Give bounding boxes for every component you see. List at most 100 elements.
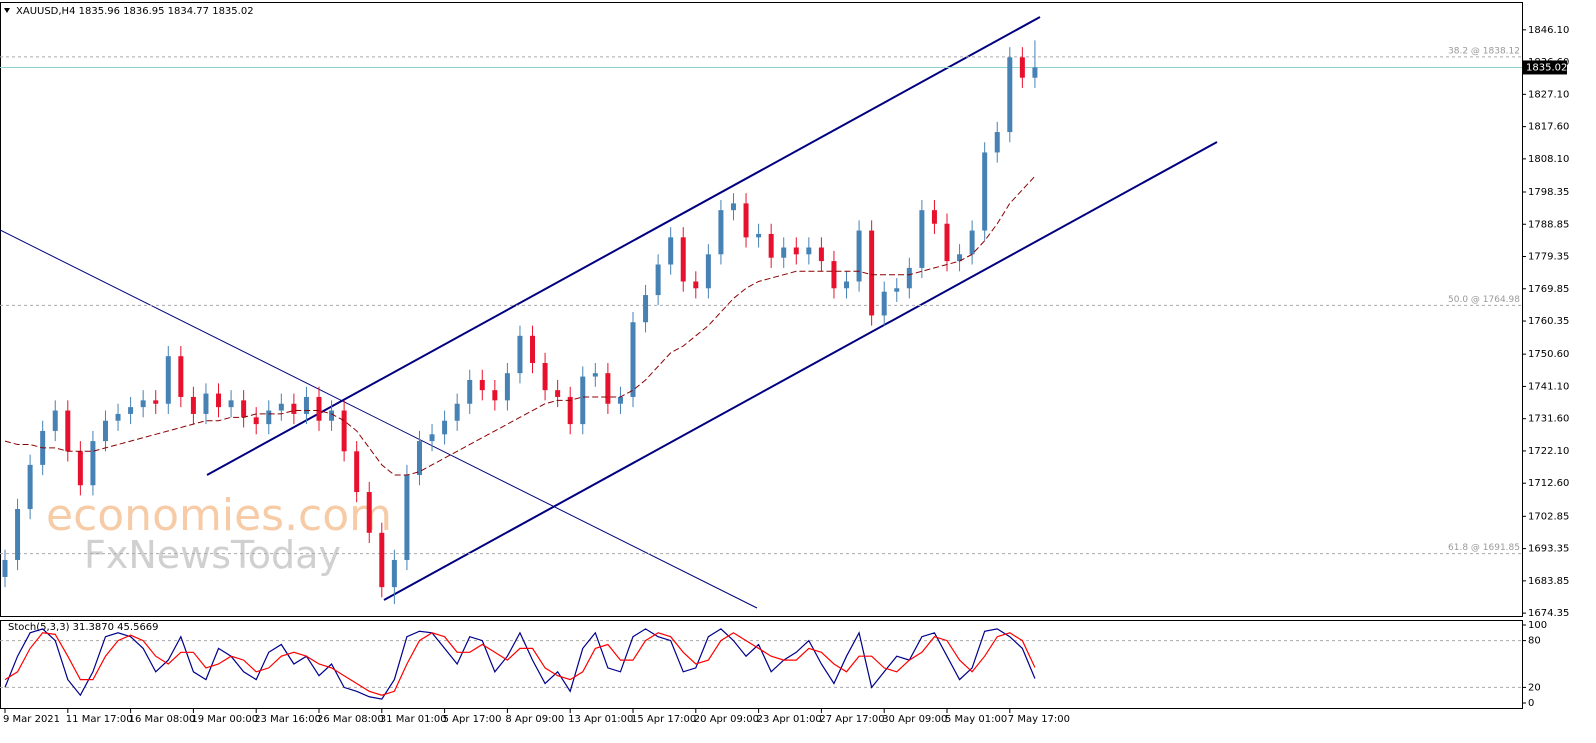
candle-body [605, 373, 611, 404]
stoch-tick-label: 20 [1528, 682, 1541, 693]
candle-body [391, 559, 397, 588]
candle-body [919, 210, 925, 268]
moving-average [4, 175, 1036, 476]
candle-body [128, 407, 134, 414]
candle-body [806, 247, 812, 255]
candle-body [303, 396, 309, 414]
candle-body [881, 291, 887, 316]
candle-body [115, 413, 121, 421]
y-tick-label: 1827.10 [1528, 89, 1569, 100]
y-tick-label: 1683.85 [1528, 576, 1569, 587]
y-tick-label: 1788.85 [1528, 219, 1569, 230]
candle-body [492, 390, 498, 401]
watermark: economies.com [46, 490, 392, 541]
main-panel [0, 2, 1523, 617]
candle-body [668, 237, 674, 265]
candle-body [454, 403, 460, 421]
candle-body [429, 434, 435, 442]
candle-body [768, 233, 774, 258]
x-tick-label: 5 May 01:00 [945, 714, 1007, 725]
watermark: FxNewsToday [84, 533, 341, 577]
y-tick-label: 1769.85 [1528, 284, 1569, 295]
channel-upper [206, 16, 1041, 476]
candle-body [228, 400, 234, 408]
candle-body [931, 210, 937, 224]
candle-body [793, 247, 799, 255]
price-label: 1835.02 [1526, 62, 1567, 73]
candle-body [693, 281, 699, 289]
x-tick-label: 15 Apr 17:00 [631, 714, 696, 725]
trend-line [0, 229, 758, 609]
candle-body [2, 559, 8, 577]
y-tick-label: 1779.35 [1528, 252, 1569, 263]
candle-body [165, 356, 171, 404]
candle-body [404, 475, 410, 560]
x-tick-label: 9 Mar 2021 [3, 714, 60, 725]
x-tick-label: 26 Mar 08:00 [317, 714, 384, 725]
candle-body [216, 393, 222, 408]
x-tick-label: 31 Mar 01:00 [380, 714, 447, 725]
stoch-tick-label: 80 [1528, 636, 1541, 647]
candle-body [203, 393, 209, 414]
x-tick-label: 8 Apr 09:00 [505, 714, 564, 725]
candle-body [479, 379, 485, 391]
candle-body [52, 410, 58, 431]
x-tick-label: 20 Apr 09:00 [694, 714, 759, 725]
candle-body [743, 203, 749, 238]
fib-label: 50.0 @ 1764.98 [1448, 295, 1520, 305]
candle-body [718, 210, 724, 255]
y-tick-label: 1817.60 [1528, 122, 1569, 133]
x-tick-label: 23 Mar 16:00 [254, 714, 321, 725]
y-tick-label: 1741.10 [1528, 381, 1569, 392]
candle-body [153, 400, 159, 404]
candle-body [957, 254, 963, 262]
x-tick-label: 11 Mar 17:00 [66, 714, 133, 725]
x-tick-label: 13 Apr 01:00 [568, 714, 633, 725]
candle-body [617, 396, 623, 404]
x-tick-label: 19 Mar 00:00 [191, 714, 258, 725]
candle-body [65, 410, 71, 452]
stoch-tick-label: 0 [1528, 698, 1534, 709]
candle-body [680, 237, 686, 282]
candle-body [844, 281, 850, 289]
stoch-tick-label: 100 [1528, 620, 1547, 631]
candle-body [705, 254, 711, 289]
y-tick-label: 1846.10 [1528, 25, 1569, 36]
y-tick-label: 1798.35 [1528, 187, 1569, 198]
candle-body [906, 267, 912, 289]
candle-body [730, 203, 736, 211]
y-tick-label: 1693.35 [1528, 544, 1569, 555]
candle-body [944, 223, 950, 262]
y-tick-label: 1760.35 [1528, 316, 1569, 327]
candle-body [278, 403, 284, 411]
x-tick-label: 16 Mar 08:00 [129, 714, 196, 725]
candle-body [643, 295, 649, 323]
candle-body [630, 322, 636, 397]
stoch-panel [0, 620, 1523, 709]
fib-label: 38.2 @ 1838.12 [1448, 46, 1520, 56]
candle-body [969, 230, 975, 255]
x-tick-label: 7 May 17:00 [1008, 714, 1070, 725]
candle-body [366, 492, 372, 533]
candle-body [517, 335, 523, 374]
candle-body [555, 390, 561, 397]
candle-body [253, 417, 259, 425]
candle-body [329, 410, 335, 421]
candle-body [831, 261, 837, 289]
candle-body [316, 396, 322, 421]
candle-body [354, 451, 360, 493]
candle-body [592, 373, 598, 377]
x-tick-label: 5 Apr 17:00 [443, 714, 502, 725]
candle-body [90, 441, 96, 486]
candle-body [190, 396, 196, 414]
candle-body [856, 230, 862, 282]
candle-body [27, 464, 33, 510]
candle-body [567, 396, 573, 425]
stoch-line [4, 632, 1036, 696]
x-tick-label: 23 Apr 01:00 [757, 714, 822, 725]
candle-body [266, 410, 272, 425]
y-tick-label: 1674.35 [1528, 608, 1569, 619]
candle-body [655, 264, 661, 296]
candle-body [1032, 67, 1038, 78]
